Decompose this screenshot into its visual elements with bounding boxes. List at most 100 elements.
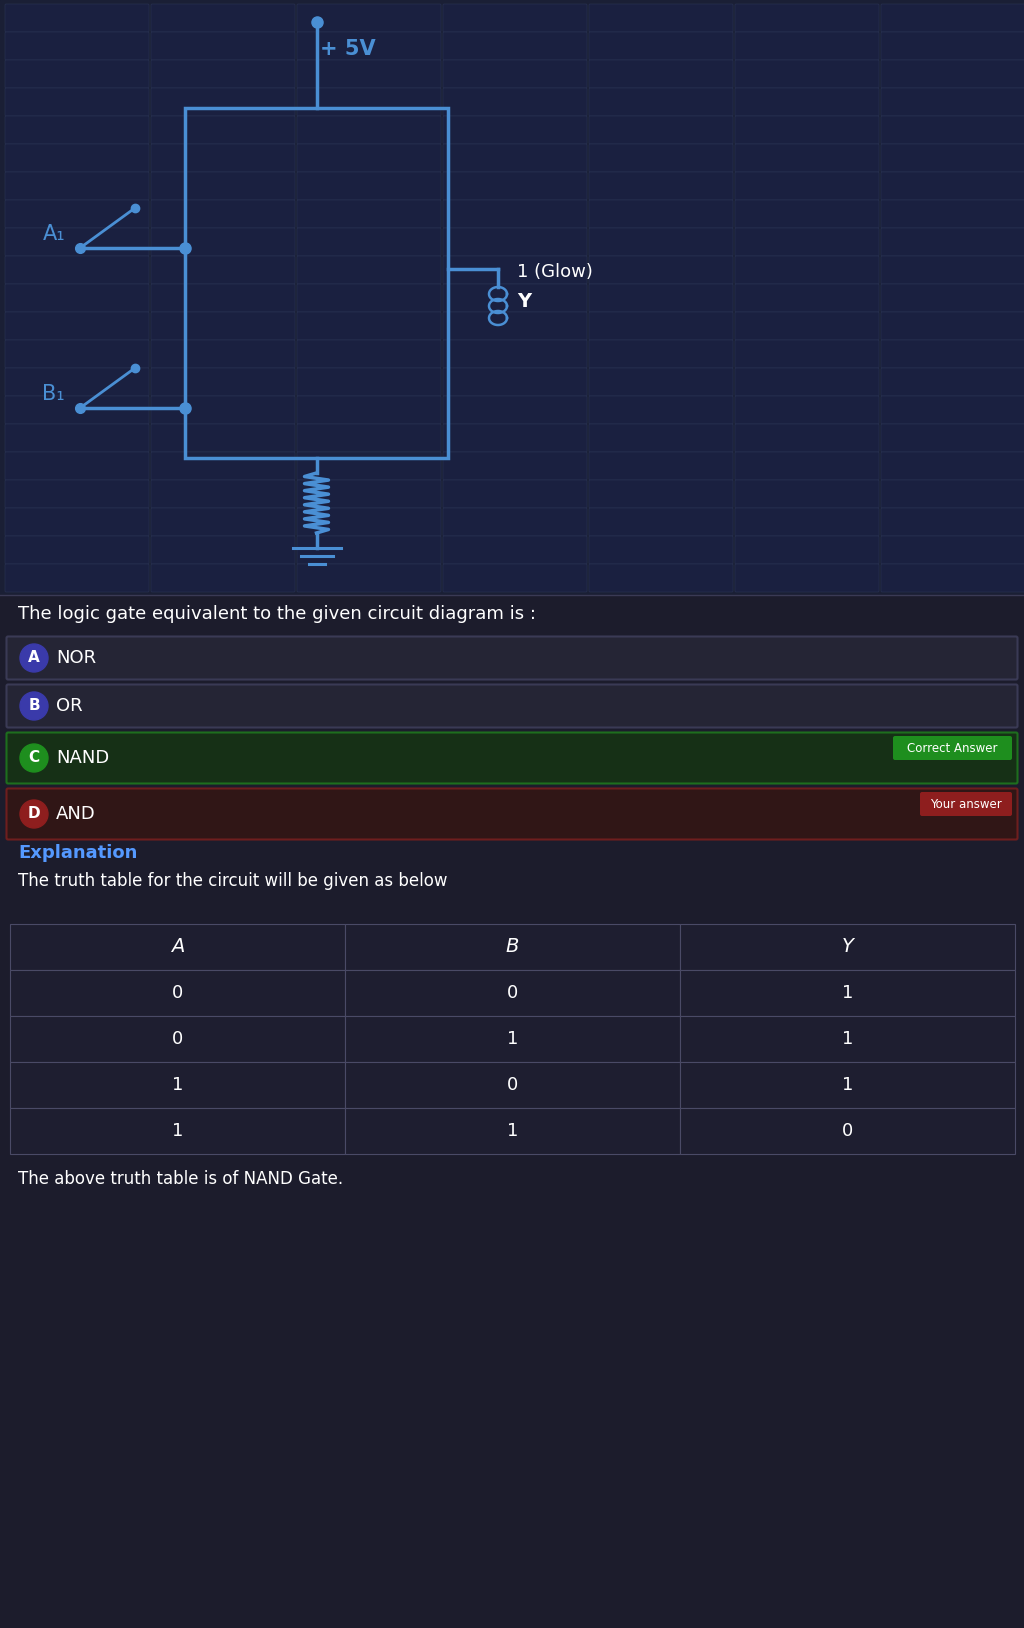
Text: 1: 1 (507, 1122, 518, 1140)
FancyBboxPatch shape (297, 453, 441, 480)
FancyBboxPatch shape (735, 228, 879, 256)
Bar (680, 1061, 1015, 1109)
FancyBboxPatch shape (151, 33, 295, 60)
Bar (345, 925, 680, 970)
FancyBboxPatch shape (443, 340, 587, 368)
Text: B: B (506, 938, 519, 957)
FancyBboxPatch shape (5, 200, 150, 228)
Text: B: B (29, 698, 40, 713)
Bar (185, 107, 449, 457)
FancyBboxPatch shape (735, 256, 879, 283)
Text: 0: 0 (507, 983, 518, 1001)
FancyBboxPatch shape (5, 368, 150, 396)
FancyBboxPatch shape (920, 791, 1012, 816)
FancyBboxPatch shape (881, 33, 1024, 60)
FancyBboxPatch shape (297, 480, 441, 508)
FancyBboxPatch shape (893, 736, 1012, 760)
FancyBboxPatch shape (881, 480, 1024, 508)
FancyBboxPatch shape (589, 256, 733, 283)
FancyBboxPatch shape (297, 313, 441, 340)
FancyBboxPatch shape (151, 88, 295, 116)
FancyBboxPatch shape (151, 480, 295, 508)
FancyBboxPatch shape (589, 313, 733, 340)
Text: 1: 1 (842, 983, 853, 1001)
FancyBboxPatch shape (5, 283, 150, 313)
FancyBboxPatch shape (5, 33, 150, 60)
FancyBboxPatch shape (5, 563, 150, 593)
FancyBboxPatch shape (589, 536, 733, 563)
Text: 0: 0 (842, 1122, 853, 1140)
Text: A: A (171, 938, 184, 957)
FancyBboxPatch shape (5, 396, 150, 423)
FancyBboxPatch shape (735, 143, 879, 173)
FancyBboxPatch shape (589, 200, 733, 228)
Bar (680, 1016, 1015, 1061)
FancyBboxPatch shape (735, 536, 879, 563)
FancyBboxPatch shape (5, 143, 150, 173)
Text: A₁: A₁ (42, 225, 65, 244)
FancyBboxPatch shape (5, 60, 150, 88)
FancyBboxPatch shape (297, 60, 441, 88)
FancyBboxPatch shape (881, 283, 1024, 313)
FancyBboxPatch shape (151, 453, 295, 480)
FancyBboxPatch shape (735, 283, 879, 313)
FancyBboxPatch shape (443, 33, 587, 60)
FancyBboxPatch shape (5, 256, 150, 283)
Bar (345, 1061, 680, 1109)
FancyBboxPatch shape (735, 423, 879, 453)
FancyBboxPatch shape (297, 536, 441, 563)
FancyBboxPatch shape (443, 283, 587, 313)
FancyBboxPatch shape (151, 536, 295, 563)
FancyBboxPatch shape (443, 228, 587, 256)
FancyBboxPatch shape (735, 313, 879, 340)
Bar (0, 0, 1024, 594)
Text: D: D (28, 806, 40, 822)
FancyBboxPatch shape (881, 423, 1024, 453)
FancyBboxPatch shape (735, 200, 879, 228)
FancyBboxPatch shape (151, 200, 295, 228)
FancyBboxPatch shape (6, 733, 1018, 783)
FancyBboxPatch shape (735, 173, 879, 200)
Text: The truth table for the circuit will be given as below: The truth table for the circuit will be … (18, 873, 447, 891)
FancyBboxPatch shape (151, 423, 295, 453)
FancyBboxPatch shape (6, 637, 1018, 679)
Bar (10, 1109, 345, 1154)
Text: OR: OR (56, 697, 83, 715)
FancyBboxPatch shape (151, 60, 295, 88)
FancyBboxPatch shape (151, 116, 295, 143)
FancyBboxPatch shape (5, 116, 150, 143)
FancyBboxPatch shape (443, 3, 587, 33)
Bar (10, 925, 345, 970)
FancyBboxPatch shape (443, 453, 587, 480)
Text: NOR: NOR (56, 650, 96, 667)
FancyBboxPatch shape (589, 453, 733, 480)
Text: 0: 0 (172, 1031, 183, 1048)
FancyBboxPatch shape (589, 368, 733, 396)
FancyBboxPatch shape (881, 200, 1024, 228)
FancyBboxPatch shape (151, 340, 295, 368)
FancyBboxPatch shape (443, 256, 587, 283)
Bar (345, 970, 680, 1016)
FancyBboxPatch shape (443, 200, 587, 228)
FancyBboxPatch shape (589, 3, 733, 33)
FancyBboxPatch shape (589, 508, 733, 536)
FancyBboxPatch shape (297, 200, 441, 228)
FancyBboxPatch shape (443, 423, 587, 453)
FancyBboxPatch shape (881, 396, 1024, 423)
FancyBboxPatch shape (735, 116, 879, 143)
FancyBboxPatch shape (589, 228, 733, 256)
FancyBboxPatch shape (443, 368, 587, 396)
FancyBboxPatch shape (589, 173, 733, 200)
FancyBboxPatch shape (151, 3, 295, 33)
FancyBboxPatch shape (443, 143, 587, 173)
FancyBboxPatch shape (297, 423, 441, 453)
Text: 1: 1 (842, 1076, 853, 1094)
FancyBboxPatch shape (151, 508, 295, 536)
Text: 1 (Glow): 1 (Glow) (517, 264, 593, 282)
FancyBboxPatch shape (5, 536, 150, 563)
FancyBboxPatch shape (443, 563, 587, 593)
FancyBboxPatch shape (151, 228, 295, 256)
FancyBboxPatch shape (297, 396, 441, 423)
FancyBboxPatch shape (297, 283, 441, 313)
Text: NAND: NAND (56, 749, 110, 767)
